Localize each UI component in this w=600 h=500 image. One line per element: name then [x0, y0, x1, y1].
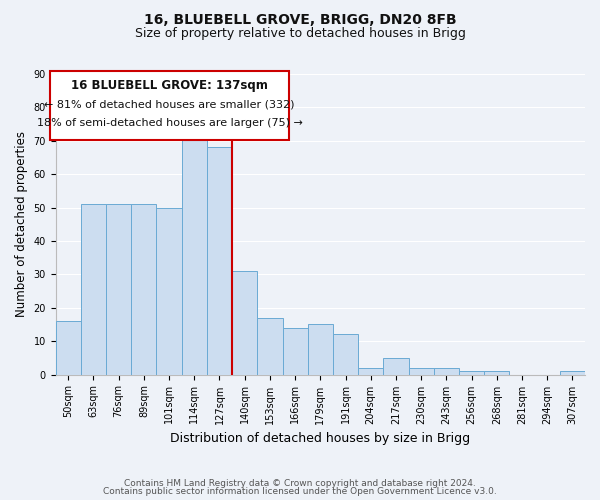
Bar	[56, 321, 81, 374]
Text: ← 81% of detached houses are smaller (332): ← 81% of detached houses are smaller (33…	[44, 100, 295, 110]
Bar	[106, 204, 131, 374]
Text: 16, BLUEBELL GROVE, BRIGG, DN20 8FB: 16, BLUEBELL GROVE, BRIGG, DN20 8FB	[143, 12, 457, 26]
Bar	[207, 148, 232, 374]
Text: Size of property relative to detached houses in Brigg: Size of property relative to detached ho…	[134, 28, 466, 40]
Bar	[157, 208, 182, 374]
Bar	[81, 204, 106, 374]
Bar	[308, 324, 333, 374]
Bar	[283, 328, 308, 374]
Text: Contains public sector information licensed under the Open Government Licence v3: Contains public sector information licen…	[103, 488, 497, 496]
Bar	[383, 358, 409, 374]
Bar	[560, 371, 585, 374]
Bar	[182, 131, 207, 374]
FancyBboxPatch shape	[50, 71, 289, 140]
Text: Contains HM Land Registry data © Crown copyright and database right 2024.: Contains HM Land Registry data © Crown c…	[124, 478, 476, 488]
Bar	[232, 271, 257, 374]
Bar	[131, 204, 157, 374]
Bar	[358, 368, 383, 374]
Y-axis label: Number of detached properties: Number of detached properties	[15, 132, 28, 318]
Bar	[484, 371, 509, 374]
Bar	[257, 318, 283, 374]
Text: 16 BLUEBELL GROVE: 137sqm: 16 BLUEBELL GROVE: 137sqm	[71, 78, 268, 92]
Bar	[409, 368, 434, 374]
Bar	[434, 368, 459, 374]
Bar	[459, 371, 484, 374]
X-axis label: Distribution of detached houses by size in Brigg: Distribution of detached houses by size …	[170, 432, 470, 445]
Bar	[333, 334, 358, 374]
Text: 18% of semi-detached houses are larger (75) →: 18% of semi-detached houses are larger (…	[37, 118, 302, 128]
